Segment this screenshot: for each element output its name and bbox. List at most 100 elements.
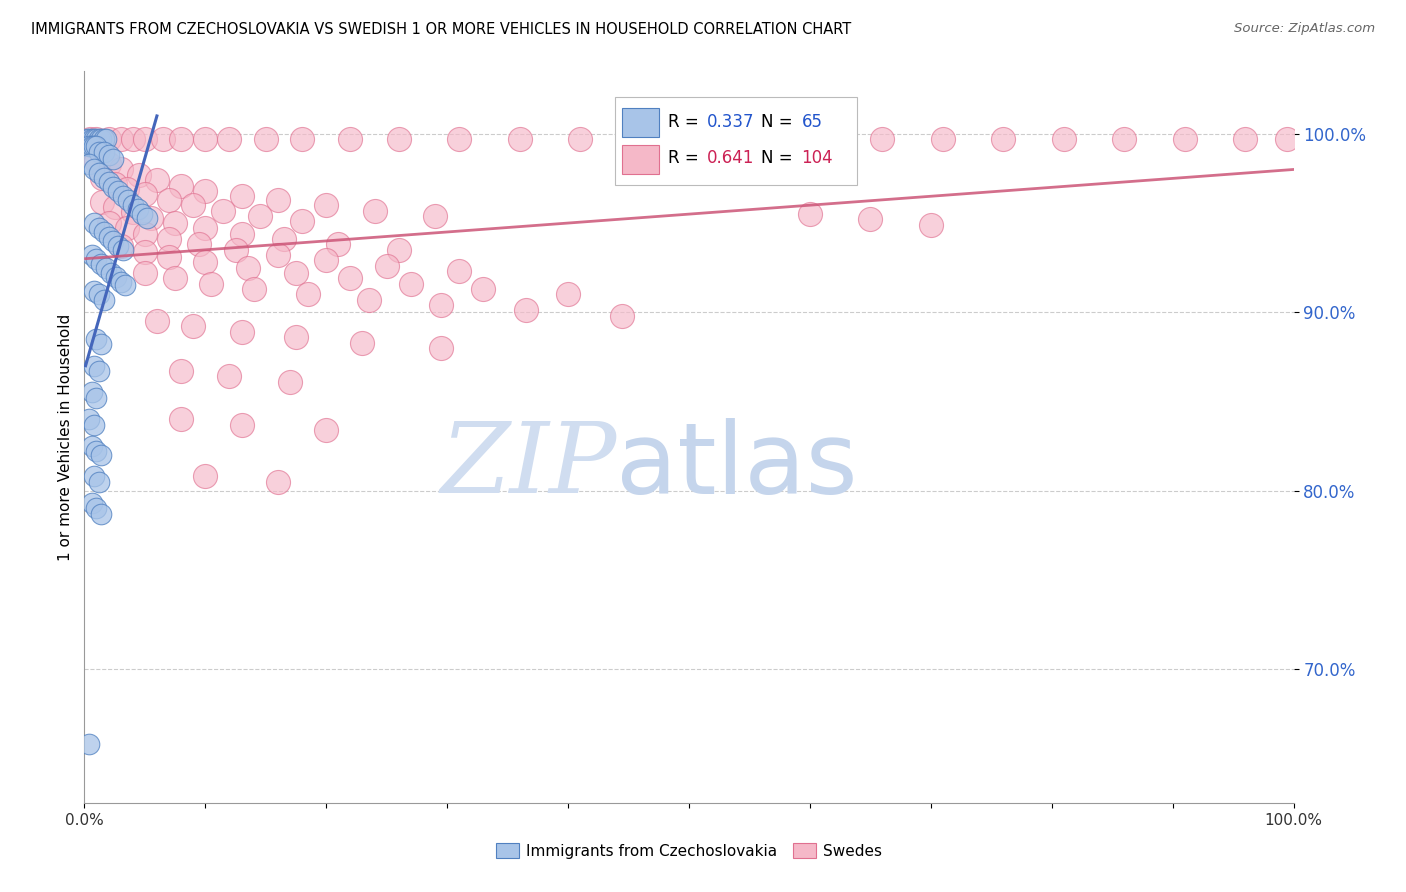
Point	[146, 173, 169, 187]
Point	[87, 287, 110, 301]
Point	[136, 211, 159, 225]
Point	[932, 132, 955, 146]
Point	[1277, 132, 1299, 146]
Point	[90, 448, 112, 462]
Point	[751, 132, 773, 146]
Point	[859, 212, 882, 227]
Point	[194, 221, 217, 235]
Point	[1053, 132, 1076, 146]
Point	[103, 152, 125, 166]
Point	[291, 214, 314, 228]
Point	[515, 303, 537, 318]
Point	[104, 269, 127, 284]
Point	[87, 132, 110, 146]
Point	[399, 277, 422, 291]
Point	[80, 248, 103, 262]
Point	[86, 153, 108, 168]
Text: atlas: atlas	[616, 417, 858, 515]
Point	[194, 184, 217, 198]
Point	[86, 332, 108, 346]
Point	[110, 132, 132, 146]
Point	[83, 417, 105, 432]
Point	[212, 203, 235, 218]
Point	[97, 230, 120, 244]
Point	[110, 275, 132, 289]
Point	[157, 193, 180, 207]
Point	[194, 469, 217, 483]
Point	[107, 239, 129, 253]
Point	[128, 168, 150, 182]
Point	[121, 198, 143, 212]
Point	[86, 132, 108, 146]
Point	[236, 260, 259, 275]
Y-axis label: 1 or more Vehicles in Household: 1 or more Vehicles in Household	[58, 313, 73, 561]
Text: ZIP: ZIP	[440, 418, 616, 514]
Point	[315, 423, 337, 437]
Point	[93, 293, 115, 307]
Point	[278, 375, 301, 389]
Text: 0.337: 0.337	[707, 112, 755, 131]
Point	[110, 239, 132, 253]
Point	[181, 319, 204, 334]
Point	[90, 507, 112, 521]
Point	[83, 216, 105, 230]
Point	[254, 132, 277, 146]
Point	[83, 139, 105, 153]
Point	[104, 200, 127, 214]
Point	[83, 469, 105, 483]
Point	[112, 189, 135, 203]
Point	[170, 132, 193, 146]
Point	[170, 178, 193, 193]
Point	[80, 439, 103, 453]
Text: N =: N =	[762, 149, 799, 168]
Point	[91, 171, 114, 186]
Point	[80, 496, 103, 510]
Point	[115, 182, 138, 196]
Point	[112, 243, 135, 257]
Point	[357, 293, 380, 307]
Point	[77, 132, 100, 146]
Point	[86, 444, 108, 458]
Point	[339, 132, 361, 146]
Point	[284, 330, 308, 344]
Point	[630, 132, 652, 146]
Point	[97, 132, 120, 146]
Point	[690, 132, 713, 146]
Point	[569, 132, 592, 146]
Point	[121, 132, 143, 146]
Point	[1114, 132, 1136, 146]
Point	[117, 193, 139, 207]
Point	[76, 132, 98, 146]
Point	[103, 180, 125, 194]
Point	[93, 145, 115, 159]
Point	[127, 202, 149, 216]
Point	[872, 132, 894, 146]
Point	[612, 309, 634, 323]
Point	[134, 132, 156, 146]
Text: R =: R =	[668, 112, 704, 131]
Point	[83, 132, 105, 146]
Point	[83, 359, 105, 373]
Point	[79, 132, 101, 146]
Point	[993, 132, 1015, 146]
Point	[87, 475, 110, 489]
Point	[799, 207, 821, 221]
Point	[93, 225, 115, 239]
Point	[1234, 132, 1257, 146]
Point	[83, 162, 105, 177]
Point	[273, 232, 295, 246]
Point	[131, 207, 153, 221]
Point	[86, 391, 108, 405]
Point	[97, 175, 120, 189]
Point	[449, 132, 471, 146]
Point	[472, 282, 495, 296]
Point	[194, 255, 217, 269]
Point	[194, 132, 217, 146]
Point	[1174, 132, 1197, 146]
Point	[557, 287, 579, 301]
Point	[93, 132, 115, 146]
Point	[339, 271, 361, 285]
Point	[114, 278, 136, 293]
Point	[87, 166, 110, 180]
Bar	[623, 108, 659, 137]
